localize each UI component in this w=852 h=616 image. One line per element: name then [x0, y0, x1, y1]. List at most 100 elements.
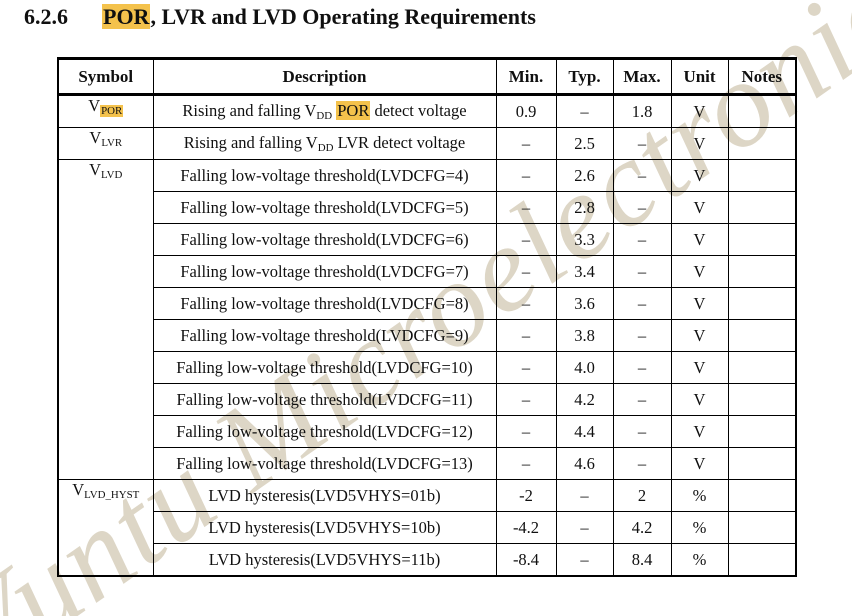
min-cell: – [495, 223, 557, 256]
column-header-typ: Typ. [555, 58, 614, 96]
typ-cell: 4.6 [555, 447, 614, 480]
table-row: LVD hysteresis(LVD5VHYS=11b) -8.4–8.4% [58, 543, 797, 577]
unit-cell: V [670, 255, 729, 288]
text-segment: LVD hysteresis(LVD5VHYS=01b) [208, 485, 441, 505]
subscript-text: LVD_HYST [84, 489, 140, 502]
min-cell: – [495, 159, 557, 192]
notes-cell [727, 159, 797, 192]
highlighted-text: POR [336, 100, 371, 120]
table-row: Falling low-voltage threshold(LVDCFG=8) –… [58, 287, 797, 320]
notes-cell [727, 127, 797, 160]
notes-cell [727, 191, 797, 224]
text-segment: Falling low-voltage threshold(LVDCFG=12) [176, 421, 473, 441]
typ-cell: 4.2 [555, 383, 614, 416]
unit-cell: V [670, 383, 729, 416]
min-cell: -8.4 [495, 543, 557, 577]
unit-cell: V [670, 127, 729, 160]
max-cell: – [612, 255, 672, 288]
description-cell: Falling low-voltage threshold(LVDCFG=7) [152, 255, 497, 288]
description-cell: LVD hysteresis(LVD5VHYS=01b) [152, 479, 497, 512]
text-segment: Falling low-voltage threshold(LVDCFG=8) [180, 293, 469, 313]
typ-cell: – [555, 479, 614, 512]
max-cell: – [612, 223, 672, 256]
max-cell: 2 [612, 479, 672, 512]
description-cell: Rising and falling VDD POR detect voltag… [152, 94, 497, 128]
text-segment: Falling low-voltage threshold(LVDCFG=7) [180, 261, 469, 281]
description-cell: LVD hysteresis(LVD5VHYS=11b) [152, 543, 497, 577]
text-segment: Falling low-voltage threshold(LVDCFG=9) [180, 325, 469, 345]
text-segment: Falling low-voltage threshold(LVDCFG=10) [176, 357, 473, 377]
unit-cell: V [670, 159, 729, 192]
operating-requirements-table: Symbol Description Min. Typ. Max. Unit Notes V… [57, 57, 797, 577]
column-header-max: Max. [612, 58, 672, 96]
min-cell: – [495, 383, 557, 416]
column-header-unit: Unit [670, 58, 729, 96]
table-row: VLVR Rising and falling VDD LVR detect vo… [57, 127, 797, 160]
unit-cell: V [670, 223, 729, 256]
text-segment: V [72, 480, 85, 499]
description-cell: LVD hysteresis(LVD5VHYS=10b) [152, 511, 497, 544]
unit-cell: % [670, 543, 729, 577]
typ-cell: 2.5 [555, 127, 614, 160]
typ-cell: 2.6 [555, 159, 614, 192]
min-cell: – [495, 447, 557, 480]
notes-cell [727, 479, 797, 512]
table-row: Falling low-voltage threshold(LVDCFG=11)… [58, 383, 797, 416]
description-cell: Falling low-voltage threshold(LVDCFG=11) [152, 383, 497, 416]
unit-cell: % [670, 511, 729, 544]
max-cell: – [612, 383, 672, 416]
text-segment: LVR detect voltage [333, 132, 466, 152]
max-cell: 8.4 [612, 543, 672, 577]
subscript-text: DD [316, 110, 333, 123]
max-cell: 1.8 [612, 94, 672, 128]
table-row: Falling low-voltage threshold(LVDCFG=10)… [58, 351, 797, 384]
symbol-cell: VLVR [57, 127, 154, 160]
column-header-min: Min. [495, 58, 557, 96]
notes-cell [727, 319, 797, 352]
notes-cell [727, 415, 797, 448]
unit-cell: V [670, 319, 729, 352]
notes-cell [727, 383, 797, 416]
min-cell: -2 [495, 479, 557, 512]
notes-cell [727, 94, 797, 128]
typ-cell: 3.3 [555, 223, 614, 256]
column-header-description: Description [152, 58, 497, 96]
text-segment: , LVR and LVD Operating Requirements [150, 4, 536, 29]
notes-cell [727, 543, 797, 577]
unit-cell: V [670, 94, 729, 128]
typ-cell: 3.4 [555, 255, 614, 288]
description-cell: Falling low-voltage threshold(LVDCFG=4) [152, 159, 497, 192]
table-row: Falling low-voltage threshold(LVDCFG=12)… [58, 415, 797, 448]
max-cell: – [612, 191, 672, 224]
text-segment: V [88, 96, 101, 115]
typ-cell: – [555, 543, 614, 577]
max-cell: – [612, 127, 672, 160]
table-row: V POR Rising and falling VDD POR detect vo… [57, 94, 797, 128]
subscript-text: LVR [101, 137, 123, 150]
typ-cell: 4.0 [555, 351, 614, 384]
max-cell: – [612, 287, 672, 320]
description-cell: Falling low-voltage threshold(LVDCFG=5) [152, 191, 497, 224]
min-cell: – [495, 127, 557, 160]
notes-cell [727, 223, 797, 256]
description-cell: Falling low-voltage threshold(LVDCFG=12) [152, 415, 497, 448]
typ-cell: 4.4 [555, 415, 614, 448]
description-cell: Falling low-voltage threshold(LVDCFG=8) [152, 287, 497, 320]
column-header-notes: Notes [727, 58, 797, 96]
highlighted-text: POR [102, 4, 151, 29]
typ-cell: – [555, 94, 614, 128]
text-segment: Rising and falling V [183, 132, 318, 152]
section-heading: 6.2.6 POR, LVR and LVD Operating Requirem… [24, 4, 536, 30]
section-number: 6.2.6 [24, 4, 68, 29]
max-cell: – [612, 351, 672, 384]
max-cell: – [612, 447, 672, 480]
description-cell: Falling low-voltage threshold(LVDCFG=9) [152, 319, 497, 352]
unit-cell: % [670, 479, 729, 512]
notes-cell [727, 511, 797, 544]
unit-cell: V [670, 287, 729, 320]
description-cell: Rising and falling VDD LVR detect voltag… [152, 127, 497, 160]
text-segment: Falling low-voltage threshold(LVDCFG=4) [180, 165, 469, 185]
subscript-text: DD [317, 142, 334, 155]
text-segment: Falling low-voltage threshold(LVDCFG=11) [176, 389, 473, 409]
min-cell: – [495, 255, 557, 288]
